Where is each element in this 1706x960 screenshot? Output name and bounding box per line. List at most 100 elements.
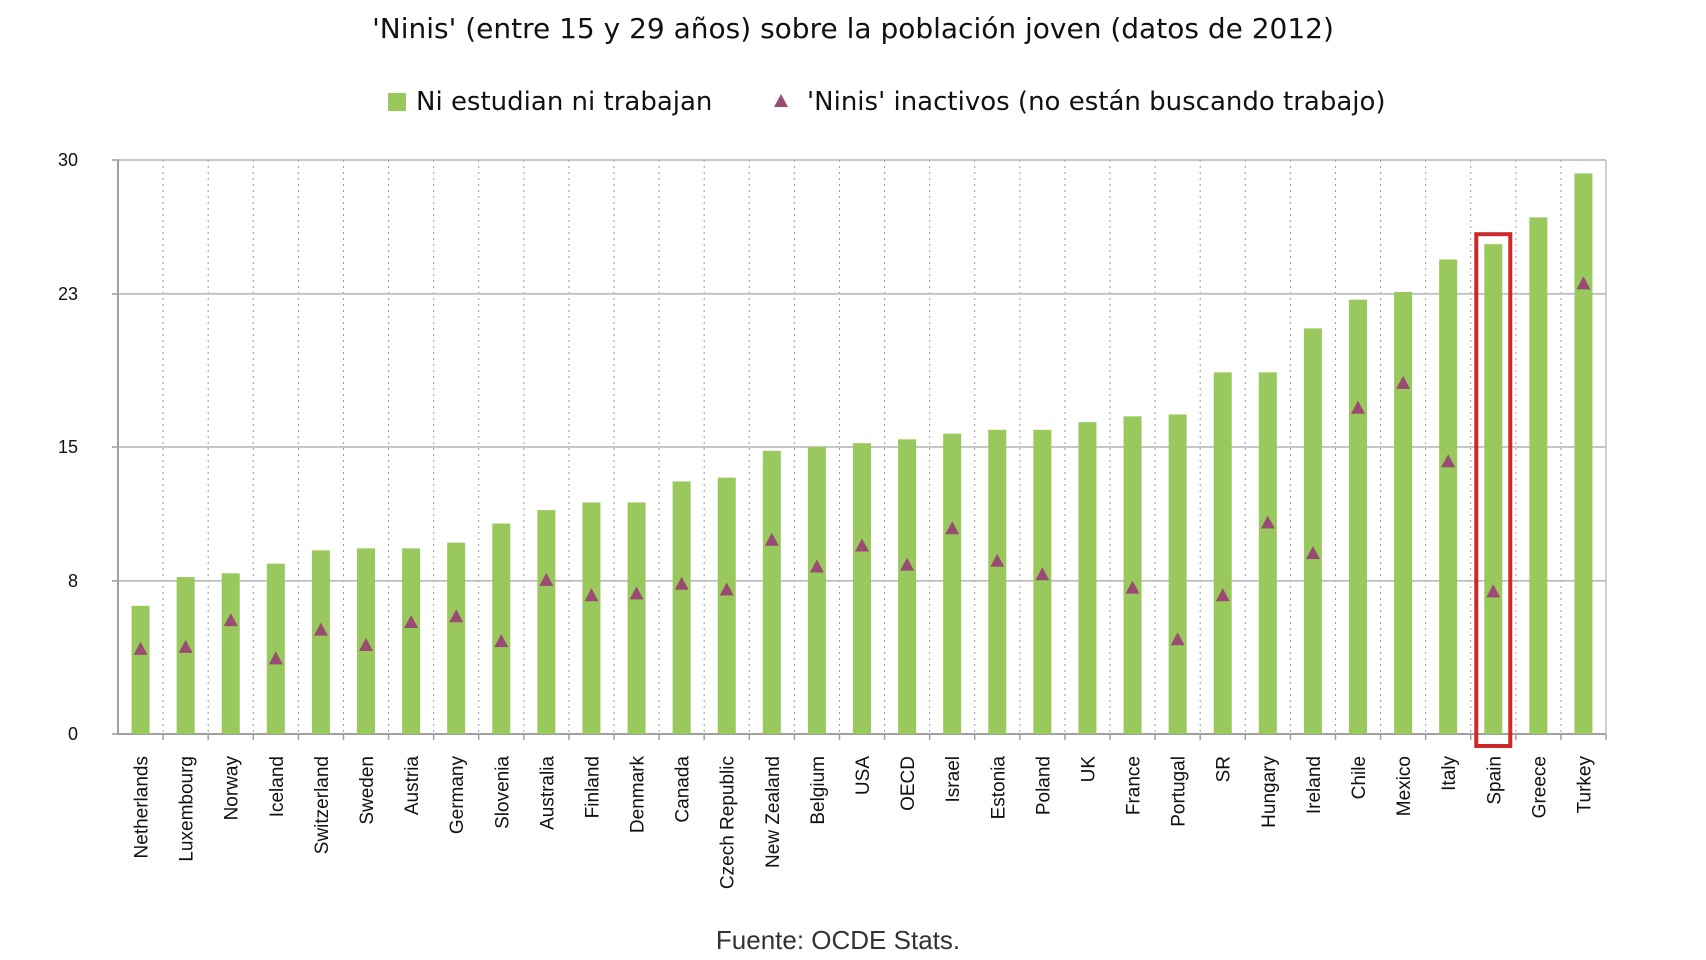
marker-turkey (1576, 276, 1591, 290)
marker-usa (855, 538, 869, 552)
bar-slovenia (492, 523, 511, 734)
marker-iceland (268, 651, 283, 665)
highlight (1474, 232, 1513, 748)
x-tick-label: Luxembourg (177, 756, 198, 862)
marker-norway (223, 613, 238, 627)
bar-poland (1033, 429, 1052, 734)
x-tick-label: Germany (447, 756, 468, 835)
bar-austria (402, 548, 421, 734)
y-tick-label: 15 (58, 437, 78, 457)
x-tick-label: France (1124, 756, 1145, 815)
x-tick-label: Italy (1439, 756, 1460, 791)
x-tick-label: Netherlands (132, 756, 153, 858)
legend-triangle-swatch (774, 94, 788, 107)
chart-title: 'Ninis' (entre 15 y 29 años) sobre la po… (372, 12, 1334, 45)
bar-spain (1484, 244, 1503, 735)
marker-germany (449, 609, 464, 623)
x-tick-label: Czech Republic (718, 756, 739, 889)
bar-estonia (988, 429, 1007, 734)
marker-sr (1215, 588, 1230, 602)
x-tick-label: Switzerland (312, 756, 333, 854)
bar-chile (1349, 299, 1367, 734)
x-tick-label: SR (1214, 756, 1235, 782)
bar-norway (221, 573, 240, 734)
marker-israel (945, 521, 960, 535)
legend: Ni estudian ni trabajan 'Ninis' inactivo… (388, 87, 1386, 117)
bar-netherlands (131, 605, 150, 734)
x-axis-ticks: Netherlands Luxembourg Norway Iceland Switze… (132, 756, 1596, 890)
highlight-box-spain (1474, 232, 1513, 748)
marker-chile (1351, 400, 1365, 414)
x-tick-label: Sweden (357, 756, 378, 825)
x-tick-label: Chile (1349, 756, 1370, 799)
marker-sweden (359, 637, 373, 651)
legend-label-bars: Ni estudian ni trabajan (416, 87, 712, 117)
x-tick-label: Poland (1033, 756, 1054, 815)
marker-australia (539, 572, 554, 586)
bar-israel (943, 433, 962, 734)
x-tick-label: Iceland (267, 756, 288, 817)
bar-australia (537, 510, 556, 734)
marker-oecd (900, 557, 915, 571)
y-tick-label: 0 (68, 724, 78, 744)
x-tick-label: USA (853, 756, 874, 795)
bar-switzerland (311, 550, 330, 734)
x-tick-label: Portugal (1169, 756, 1190, 827)
bar-greece (1529, 217, 1548, 734)
marker-poland (1035, 567, 1050, 581)
marker-switzerland (313, 622, 328, 636)
marker-belgium (809, 559, 824, 573)
marker-ireland (1305, 546, 1320, 560)
y-axis-ticks: 0 8 15 23 30 (58, 150, 78, 744)
source-note: Fuente: OCDE Stats. (716, 925, 960, 955)
marker-italy (1441, 454, 1456, 468)
marker-luxembourg (178, 639, 193, 653)
bar-belgium (807, 447, 826, 734)
bar-canada (672, 481, 691, 734)
marker-austria (404, 615, 419, 629)
marker-czech-republic (719, 582, 734, 596)
bar-italy (1439, 259, 1458, 734)
x-tick-label: OECD (898, 756, 919, 811)
bar-france (1123, 416, 1142, 734)
bar-turkey (1574, 173, 1593, 735)
marker-france (1125, 580, 1140, 594)
marker-denmark (629, 586, 644, 600)
x-tick-label: Mexico (1394, 756, 1415, 816)
marker-slovenia (494, 634, 509, 648)
marker-canada (674, 576, 689, 590)
marker-new-zealand (764, 532, 779, 546)
bar-ireland (1303, 328, 1322, 734)
bar-luxembourg (176, 577, 195, 734)
bars (131, 173, 1593, 735)
x-tick-label: UK (1078, 756, 1099, 783)
marker-finland (584, 588, 599, 602)
marker-mexico (1396, 375, 1411, 389)
marker-spain (1486, 584, 1501, 598)
bar-portugal (1168, 414, 1187, 734)
legend-bar-swatch (388, 93, 406, 111)
x-tick-label: Israel (943, 756, 964, 802)
bar-uk (1078, 422, 1097, 734)
y-tick-label: 8 (68, 571, 78, 591)
bar-sr (1213, 372, 1232, 734)
x-tick-label: Slovenia (492, 756, 513, 829)
marker-hungary (1260, 515, 1275, 529)
x-tick-label: Hungary (1259, 756, 1280, 828)
bar-usa (853, 443, 871, 734)
x-tick-label: Turkey (1574, 756, 1595, 814)
legend-label-triangles: 'Ninis' inactivos (no están buscando tra… (807, 87, 1386, 117)
x-tick-label: Finland (582, 756, 603, 818)
x-tick-label: Estonia (988, 756, 1009, 820)
x-tick-label: Denmark (628, 756, 649, 834)
x-tick-label: Australia (537, 756, 558, 830)
marker-estonia (990, 553, 1005, 567)
y-tick-label: 30 (58, 150, 78, 170)
bar-czech-republic (717, 477, 736, 734)
bar-new-zealand (762, 450, 781, 734)
x-tick-label: New Zealand (763, 756, 784, 868)
markers (133, 276, 1591, 665)
x-tick-label: Belgium (808, 756, 829, 825)
marker-netherlands (133, 641, 148, 655)
bar-hungary (1258, 372, 1277, 734)
